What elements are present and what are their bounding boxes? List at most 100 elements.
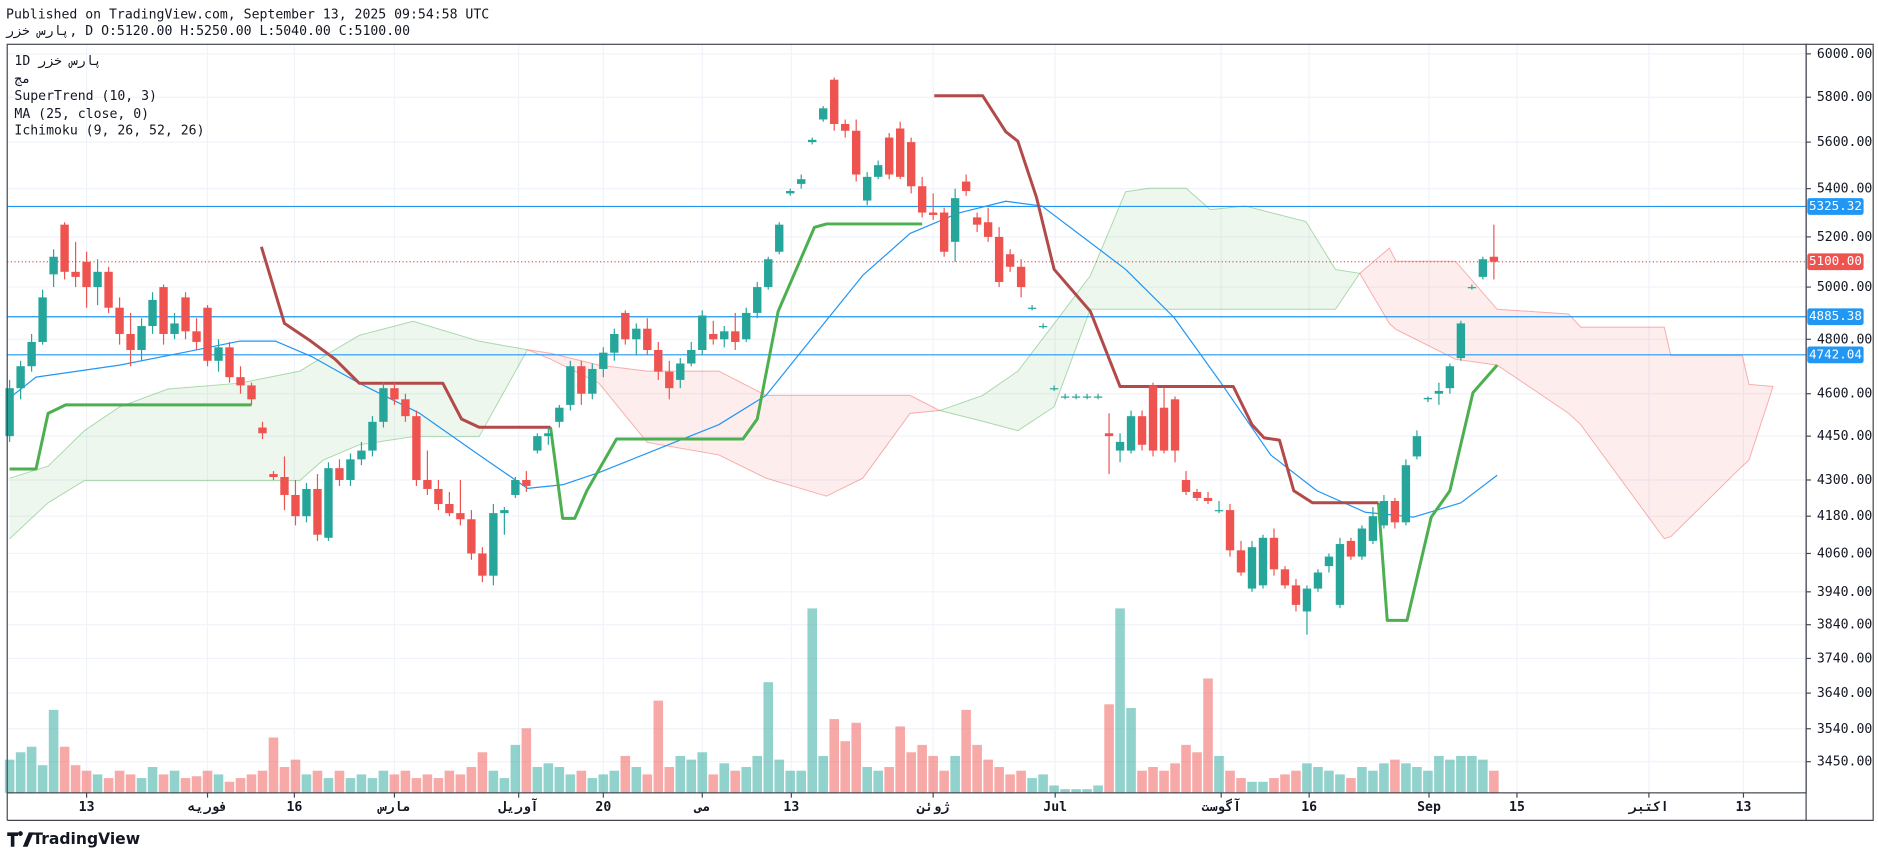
price-label: 5100.00 [1809, 253, 1862, 268]
volume-bar [499, 778, 510, 793]
price-label-bg [1807, 308, 1864, 326]
candle-body [1203, 497, 1213, 501]
volume-bar [136, 778, 147, 793]
y-tick-label: 5200.00 [1817, 230, 1873, 245]
volume-bar [1368, 770, 1378, 793]
price-label-bg [1807, 198, 1864, 215]
volume-bar [433, 778, 444, 793]
volume-bar [774, 759, 785, 793]
candle-body [764, 259, 773, 288]
cloud-edge [9, 320, 528, 479]
candle-body [126, 333, 135, 350]
x-tick-label: آگوست [1201, 798, 1241, 815]
candle-body [379, 388, 388, 422]
candle-body [148, 299, 157, 327]
volume-bar [1225, 770, 1235, 793]
candle-body [895, 128, 905, 177]
candle-body [423, 479, 432, 489]
candle-body [1181, 479, 1191, 492]
y-tick-label: 4300.00 [1817, 473, 1873, 488]
volume-bar [191, 776, 202, 793]
y-tick-label: 5600.00 [1817, 135, 1873, 150]
volume-bar [1467, 755, 1477, 793]
volume-bar [158, 774, 169, 793]
candle-body [192, 331, 201, 342]
price-label: 4742.04 [1809, 346, 1862, 361]
candle-body [862, 176, 872, 201]
candle-body [1115, 441, 1125, 451]
volume-bar [708, 774, 719, 793]
candle-body [533, 436, 542, 451]
volume-bar [763, 682, 774, 793]
volume-bar [719, 763, 730, 793]
volume-bar [609, 770, 620, 793]
volume-bar [235, 778, 246, 793]
legend-indicator: SuperTrend (10, 3) [14, 89, 157, 104]
candle-body [928, 212, 938, 215]
candle-body [236, 377, 245, 386]
y-tick-label: 3640.00 [1817, 686, 1873, 701]
candle-body [1104, 433, 1114, 437]
candle-body [731, 331, 740, 342]
legend-exchange: مج [14, 72, 30, 87]
candle-body [1302, 588, 1312, 612]
candle-body [1346, 540, 1356, 557]
legend-symbol: 1D پارس خزر [14, 54, 101, 69]
candle-body [632, 328, 641, 340]
volume-bar [873, 770, 883, 793]
volume-bar [422, 774, 433, 793]
x-tick-label: 20 [595, 800, 611, 815]
y-tick-label: 3540.00 [1817, 722, 1873, 737]
volume-bar [1357, 767, 1367, 793]
volume-bar [1247, 781, 1257, 793]
y-tick-label: 3940.00 [1817, 585, 1873, 600]
volume-bar [906, 752, 916, 793]
volume-bar [697, 752, 708, 793]
volume-bar [246, 774, 257, 793]
volume-bar [983, 759, 993, 793]
x-tick-label: فوریه [188, 800, 228, 815]
volume-bar [1313, 767, 1323, 793]
volume-bar [752, 755, 763, 793]
x-tick-label: آوریل [498, 798, 539, 815]
candle-body [170, 323, 179, 334]
volume-bar [356, 774, 367, 793]
candle-body [1027, 307, 1037, 309]
candle-body [797, 179, 806, 184]
x-tick-label: 13 [783, 800, 799, 815]
volume-bar [1302, 763, 1312, 793]
cloud-edge [9, 349, 528, 540]
candle-body [917, 186, 927, 213]
volume-bar [1379, 763, 1389, 793]
volume-bar [1082, 789, 1092, 793]
candle-body [1082, 396, 1092, 398]
volume-bar [664, 767, 675, 793]
volume-bar [312, 770, 323, 793]
volume-bar [741, 767, 752, 793]
volume-bar [961, 709, 971, 793]
candle-body [643, 328, 652, 350]
volume-bar [796, 770, 807, 793]
x-tick-label: 13 [1736, 800, 1752, 815]
y-tick-label: 5800.00 [1817, 90, 1873, 105]
y-tick-label: 4180.00 [1817, 509, 1873, 524]
candle-body [1478, 259, 1488, 277]
volume-bar [466, 767, 477, 793]
volume-bar [59, 746, 70, 793]
legend: 1D پارس خزر مج SuperTrend (10, 3) MA (25… [14, 54, 204, 138]
candle-body [1247, 547, 1257, 589]
volume-bar [268, 737, 279, 793]
volume-bar [1203, 678, 1213, 793]
candle-body [489, 513, 498, 576]
candle-body [1445, 366, 1455, 389]
candle-body [291, 494, 300, 517]
candle-body [939, 212, 949, 252]
candle-body [830, 79, 839, 124]
volume-bar [477, 752, 488, 793]
volume-bar [378, 770, 389, 793]
candle-body [753, 287, 762, 313]
candle-body [577, 366, 586, 394]
